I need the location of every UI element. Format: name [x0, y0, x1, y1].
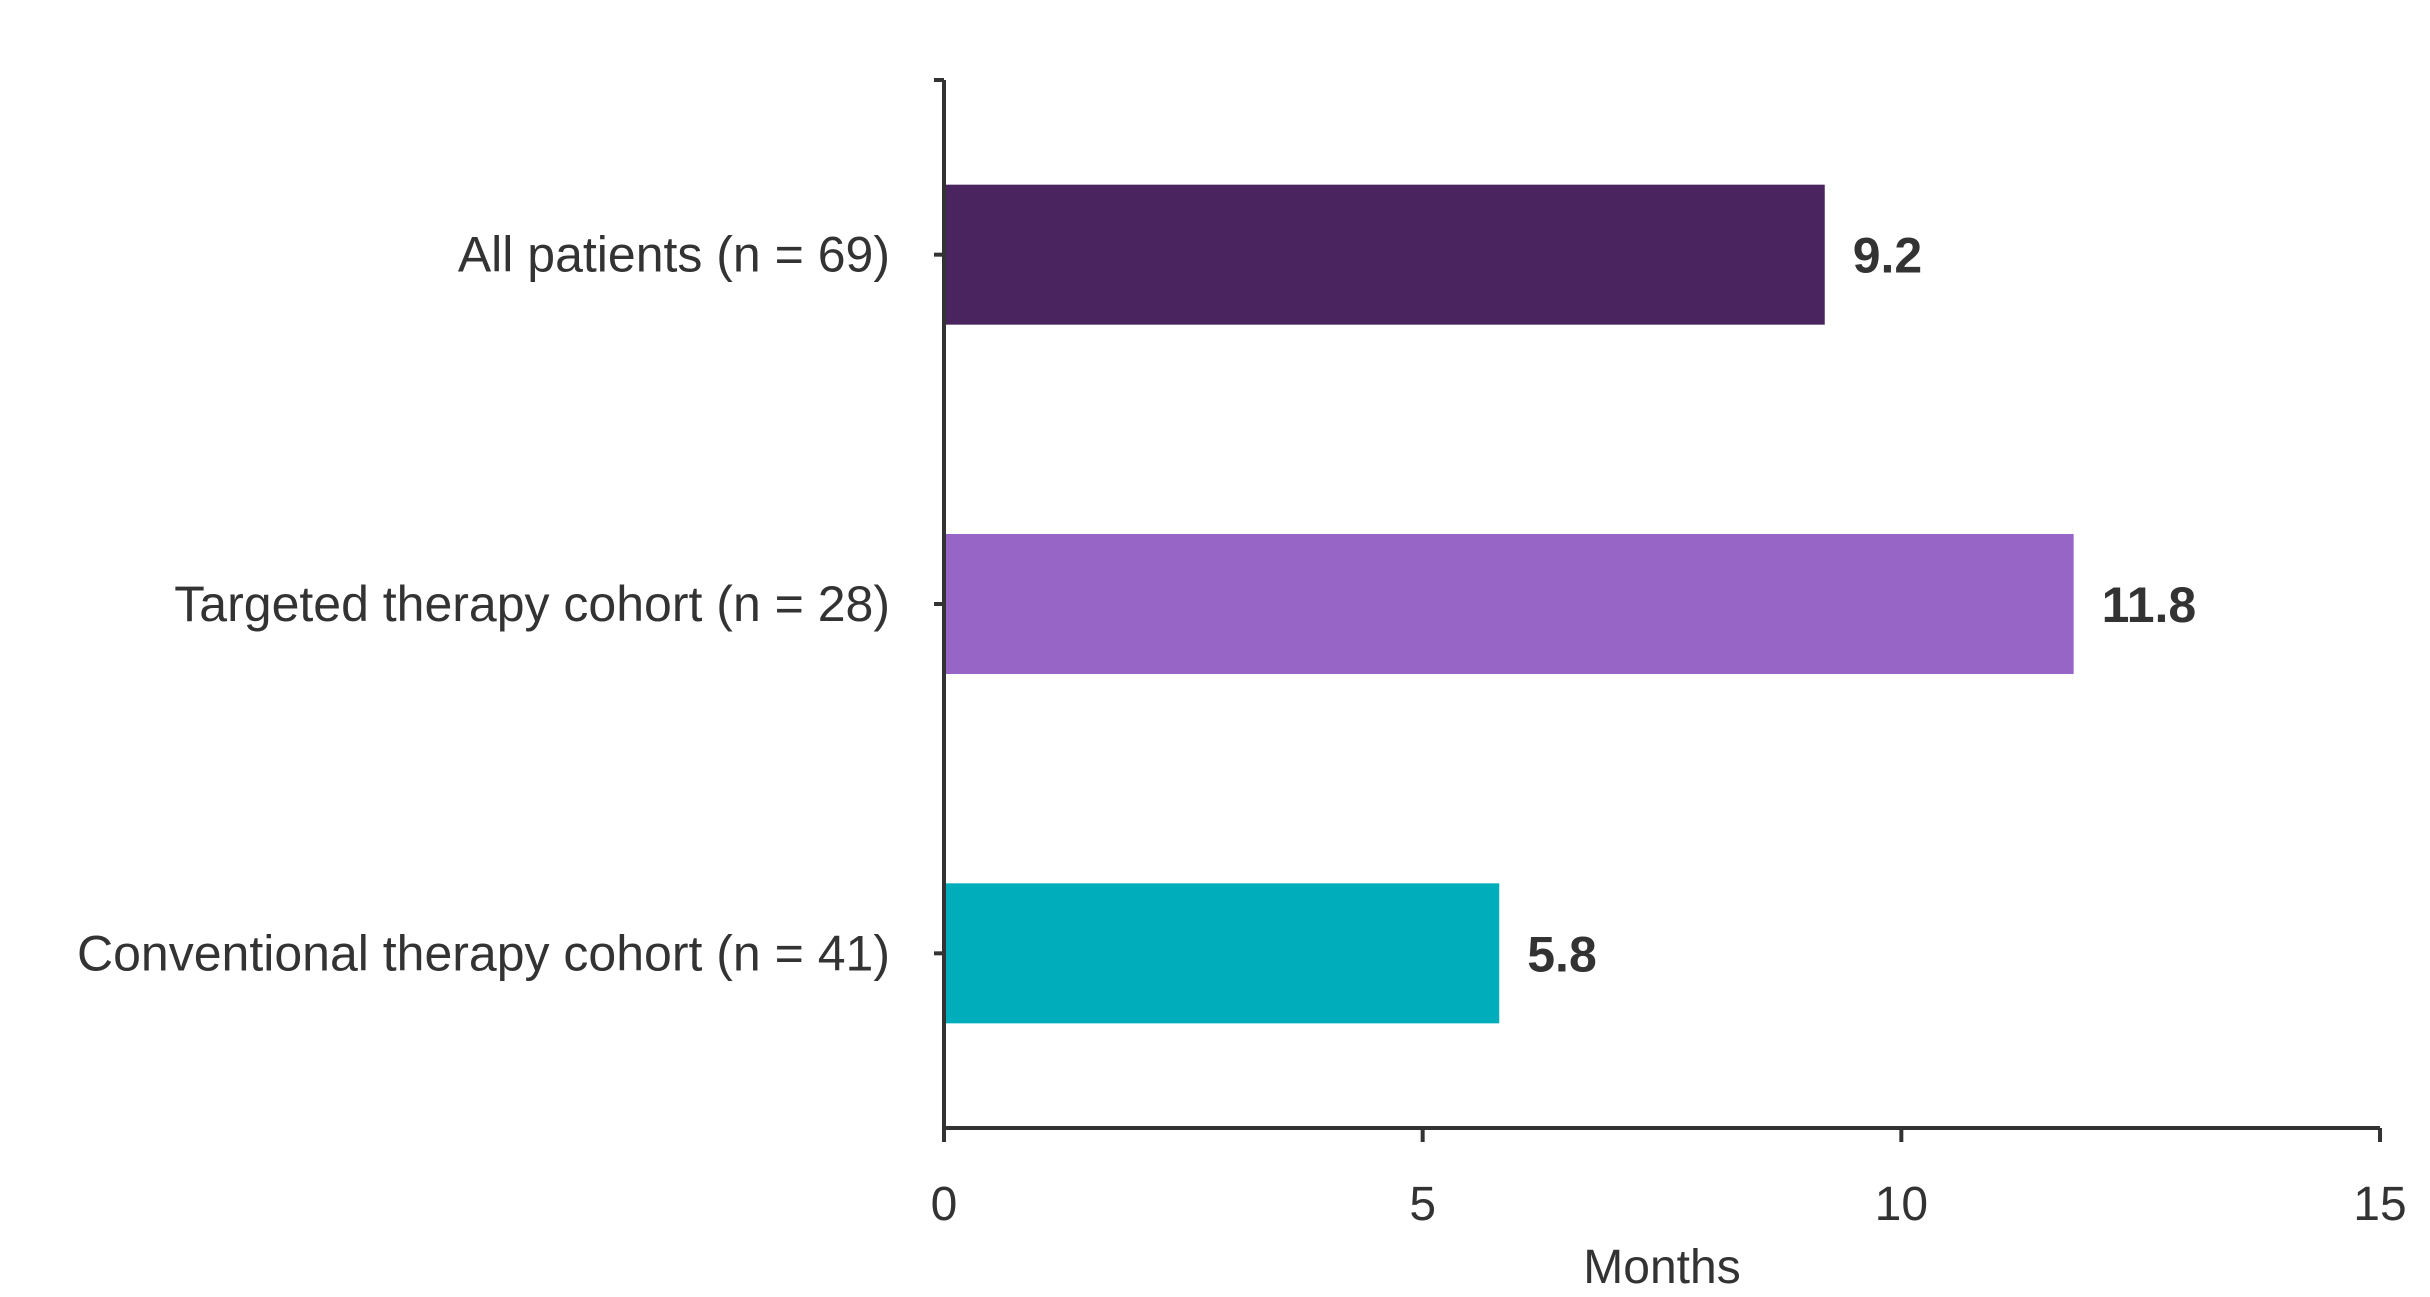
- category-label-3: Conventional therapy cohort (n = 41): [77, 925, 890, 981]
- value-labels-group: 9.2 11.8 5.8: [1527, 228, 2196, 983]
- bar-1: [944, 184, 1825, 325]
- x-axis-title: Months: [1583, 1241, 1740, 1294]
- value-label-2: 11.8: [2102, 577, 2197, 633]
- category-label-1: All patients (n = 69): [458, 227, 890, 283]
- value-label-3: 5.8: [1527, 926, 1597, 982]
- category-label-2: Targeted therapy cohort (n = 28): [174, 576, 890, 632]
- x-tick-label-0: 0: [931, 1178, 958, 1231]
- bars-group: [944, 184, 2074, 1024]
- value-label-1: 9.2: [1853, 228, 1923, 284]
- x-tick-label-15: 15: [2353, 1178, 2406, 1231]
- x-tick-label-5: 5: [1409, 1178, 1436, 1231]
- bar-3: [944, 883, 1500, 1024]
- y-axis: All patients (n = 69) Targeted therapy co…: [77, 78, 946, 1128]
- bar-2: [944, 534, 2074, 674]
- x-axis: 0 5 10 15: [931, 1126, 2407, 1231]
- x-tick-label-10: 10: [1875, 1178, 1928, 1231]
